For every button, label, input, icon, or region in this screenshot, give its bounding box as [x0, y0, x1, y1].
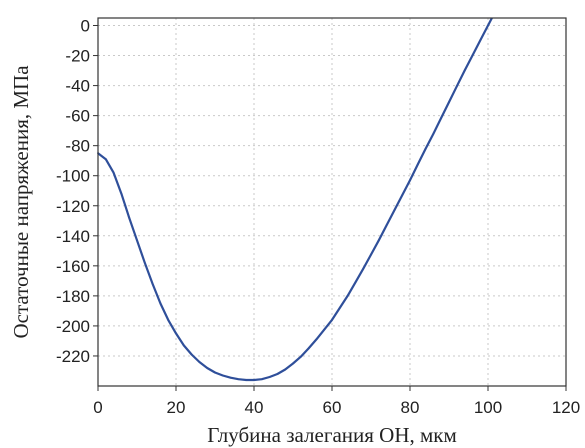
data-point	[362, 267, 365, 270]
data-point	[136, 239, 138, 242]
data-point	[385, 224, 388, 227]
data-point	[284, 368, 287, 371]
data-point	[221, 374, 224, 377]
data-point	[151, 282, 154, 285]
y-tick-label: -80	[65, 137, 90, 156]
data-point	[401, 194, 404, 197]
x-tick-label: 100	[474, 398, 502, 417]
data-point	[338, 306, 341, 309]
data-point	[292, 362, 294, 365]
y-tick-label: -140	[56, 227, 90, 246]
data-point	[370, 253, 372, 256]
data-point	[182, 344, 185, 347]
data-point	[128, 216, 131, 219]
y-tick-label: -40	[65, 77, 90, 96]
x-tick-label: 20	[167, 398, 186, 417]
data-point	[323, 328, 326, 331]
data-point	[143, 261, 146, 264]
data-point	[299, 355, 302, 358]
x-tick-label: 0	[93, 398, 102, 417]
y-tick-label: -220	[56, 347, 90, 366]
data-point	[424, 147, 427, 150]
y-tick-label: -200	[56, 317, 90, 336]
axis-ticks: 0 20 40 60 80 100 120 0 -20 -40 -60 -80 -100 -120 -140…	[56, 17, 580, 417]
data-point	[315, 338, 318, 341]
series-line	[98, 18, 494, 382]
y-tick-label: -180	[56, 287, 90, 306]
data-point	[432, 132, 435, 135]
y-tick-label: -120	[56, 197, 90, 216]
data-point	[104, 158, 107, 161]
x-tick-label: 80	[401, 398, 420, 417]
data-point	[167, 319, 170, 321]
data-point	[260, 378, 263, 381]
grid	[98, 18, 566, 386]
data-point	[268, 376, 271, 378]
data-point	[112, 171, 115, 174]
x-axis-title: Глубина залегания ОН, мкм	[207, 423, 457, 447]
y-tick-label: 0	[81, 17, 90, 36]
data-point	[307, 347, 310, 350]
y-tick-label: -20	[65, 47, 90, 66]
data-point	[245, 379, 248, 381]
data-point	[440, 116, 443, 119]
series-layer	[97, 18, 494, 382]
data-point	[471, 54, 474, 57]
data-point	[276, 373, 279, 375]
y-axis-title: Остаточные напряжения, МПа	[9, 65, 33, 339]
y-tick-label: -60	[65, 107, 90, 126]
data-point	[237, 378, 240, 381]
data-point	[487, 24, 489, 27]
data-point	[229, 376, 232, 379]
data-point	[253, 379, 255, 381]
data-point	[120, 192, 123, 195]
data-point	[354, 281, 357, 284]
data-point	[175, 332, 177, 335]
data-point	[393, 209, 396, 212]
data-point	[198, 361, 201, 363]
data-point	[159, 302, 162, 305]
data-point	[190, 353, 193, 356]
data-point	[214, 371, 216, 374]
x-tick-label: 40	[245, 398, 264, 417]
x-tick-label: 120	[552, 398, 580, 417]
data-point	[463, 69, 466, 72]
data-point	[416, 163, 419, 166]
data-point	[479, 39, 482, 42]
data-point	[448, 101, 450, 104]
y-tick-label: -160	[56, 257, 90, 276]
data-point	[377, 239, 380, 242]
data-point	[455, 85, 458, 88]
data-point	[331, 319, 333, 321]
data-point	[409, 179, 411, 182]
y-tick-label: -100	[56, 167, 90, 186]
data-point	[346, 294, 349, 297]
data-point	[206, 367, 209, 369]
x-tick-label: 60	[323, 398, 342, 417]
